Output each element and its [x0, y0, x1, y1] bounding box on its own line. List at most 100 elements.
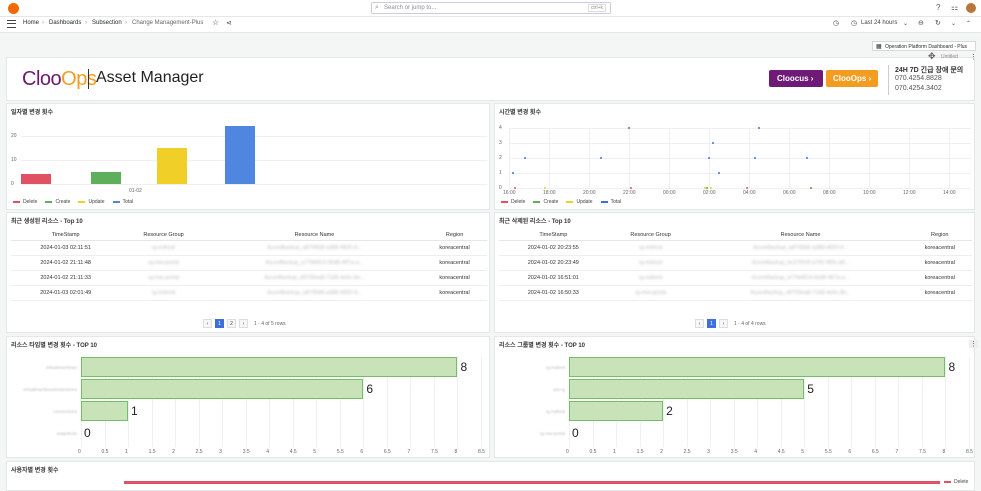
clooops-button[interactable]: ClooOps ›	[826, 70, 878, 87]
column-header: TimeStamp	[11, 230, 121, 241]
cell-region: koreacentral	[907, 240, 972, 256]
point-total	[718, 172, 720, 174]
point-total	[600, 157, 602, 159]
recent-deleted-table: TimeStamp Resource Group Resource Name Regi…	[499, 230, 972, 301]
refresh-interval-dropdown[interactable]: ⌄	[951, 21, 957, 27]
legend-swatch	[566, 201, 574, 203]
star-icon[interactable]: ☆	[212, 18, 220, 27]
cell-resource-group: rg-mdrest	[120, 240, 207, 256]
cell-timestamp: 2024-01-02 20:23:49	[499, 255, 608, 271]
column-header: Resource Name	[206, 230, 423, 241]
cell-resource-group: rg-mdrest	[120, 285, 207, 301]
pagination: ‹ 1 › 1 - 4 of 4 rows	[695, 319, 766, 328]
help-icon[interactable]: ?	[936, 3, 941, 12]
y-tick-label: 20	[11, 133, 17, 139]
x-tick-label: 0	[78, 449, 81, 455]
legend-swatch	[600, 201, 608, 203]
cell-region: koreacentral	[422, 240, 487, 256]
grid-line	[509, 173, 971, 174]
group-changes-panel: 리소스 그룹별 변경 횟수 - TOP 10 ⋮ 0 0.5 1 1.5 2 2.5 3 3.…	[494, 336, 978, 458]
point-delete	[630, 187, 632, 189]
x-tick-label: 14:00	[943, 190, 956, 196]
x-tick-label: 4.5	[777, 449, 785, 455]
search-input[interactable]: ⌕ Search or jump to... ctrl+k	[371, 2, 611, 14]
legend: Delete Create Update Total	[13, 199, 133, 205]
x-tick-label: 6.5	[383, 449, 391, 455]
x-tick-label: 4	[266, 449, 270, 455]
phone-2: 070.4254.3402	[895, 85, 942, 92]
share-icon[interactable]: ⋖	[226, 20, 232, 27]
cell-timestamp: 2024-01-02 21:11:33	[11, 270, 121, 286]
table-row: 2024-01-02 20:23:55 rg-mdrest AzureBackup_…	[499, 240, 972, 256]
pagination: ‹ 1 2 › 1 - 4 of 5 rows	[203, 319, 286, 328]
category-label: virtualmachines/extensions	[22, 387, 77, 392]
x-tick-label: 08:00	[823, 190, 836, 196]
legend-label: Create	[543, 199, 559, 205]
x-tick-label: 1.5	[636, 449, 644, 455]
avatar[interactable]	[966, 3, 976, 13]
operation-platform-dashboard-link[interactable]: ▦ Operation Platform Dashboard - Plus	[872, 41, 976, 51]
column-header: Region	[907, 230, 972, 241]
column-header: Resource Name	[693, 230, 908, 241]
prev-page-button[interactable]: ‹	[203, 319, 212, 328]
page-button[interactable]: 1	[707, 319, 716, 328]
grid-line	[363, 357, 365, 447]
grid-line	[749, 128, 750, 188]
daily-changes-panel: 일자별 변경 횟수 20 10 0 01-02 Delete Create Update T…	[6, 103, 490, 210]
clock-icon[interactable]: ◷	[833, 20, 840, 27]
grid-line	[316, 357, 318, 447]
grid-line	[710, 357, 712, 447]
grid-line	[780, 357, 782, 447]
y-tick-label: 3	[499, 140, 502, 146]
panel-menu-icon[interactable]: ⋮	[970, 54, 977, 61]
legend-swatch	[501, 201, 508, 203]
next-page-button[interactable]: ›	[239, 319, 248, 328]
legend-item: Total	[112, 199, 133, 205]
x-tick-label: 0.5	[589, 449, 597, 455]
chevron-down-icon[interactable]: ⌄	[903, 21, 909, 27]
time-picker-icon[interactable]: ◷	[851, 20, 858, 27]
user-bar	[124, 481, 940, 484]
menu-icon[interactable]	[7, 20, 16, 28]
table-row: 2024-01-02 16:51:01 rg-mdrest AzureBackup_…	[499, 270, 972, 286]
legend: Delete Create Update Total	[501, 199, 621, 205]
point-total	[512, 172, 514, 174]
cell-timestamp: 2024-01-02 16:50:33	[499, 285, 608, 301]
point-total	[628, 127, 630, 129]
cell-region: koreacentral	[907, 270, 972, 286]
chevron-right-icon: ›	[125, 20, 127, 26]
prev-page-button[interactable]: ‹	[695, 319, 704, 328]
x-tick-label: 00:00	[663, 190, 676, 196]
cell-region: koreacentral	[422, 285, 487, 301]
x-tick-label: 8.5	[478, 449, 485, 455]
table-row: 2024-01-02 21:11:48 rg-mw-portal AzureBack…	[11, 255, 487, 271]
grafana-logo-icon[interactable]	[8, 3, 19, 14]
zoom-out-icon[interactable]: ⊖	[918, 20, 924, 27]
time-range-picker[interactable]: Last 24 hours	[861, 20, 898, 26]
page-button[interactable]: 1	[215, 319, 224, 328]
breadcrumb-subsection[interactable]: Subsection	[92, 20, 122, 26]
x-tick-label: 20:00	[583, 190, 596, 196]
grid-line	[827, 357, 829, 447]
panel-menu-icon[interactable]: ⋮	[969, 340, 978, 348]
move-icon[interactable]: ✥	[928, 51, 936, 61]
x-tick-label: 10:00	[863, 190, 876, 196]
grid-line	[128, 357, 130, 447]
point-delete	[514, 187, 516, 189]
point-total	[758, 127, 760, 129]
table-header-row: TimeStamp Resource Group Resource Name Regi…	[499, 230, 972, 241]
breadcrumb-dashboards[interactable]: Dashboards	[49, 20, 82, 26]
bar-total	[225, 126, 255, 184]
x-tick-label: 2.5	[683, 449, 691, 455]
collapse-icon[interactable]: ⌃	[966, 21, 972, 27]
column-header: TimeStamp	[499, 230, 608, 241]
next-page-button[interactable]: ›	[719, 319, 728, 328]
page-button[interactable]: 2	[227, 319, 236, 328]
cell-resource-group: rg-mw-portal	[120, 270, 207, 286]
phone-1: 070.4254.8828	[895, 75, 942, 82]
refresh-icon[interactable]: ↻	[935, 20, 941, 27]
news-icon[interactable]: ⚏	[951, 3, 959, 12]
cloocus-button[interactable]: Cloocus ›	[769, 70, 823, 87]
column-header: Region	[422, 230, 487, 241]
breadcrumb-home[interactable]: Home	[23, 20, 40, 26]
